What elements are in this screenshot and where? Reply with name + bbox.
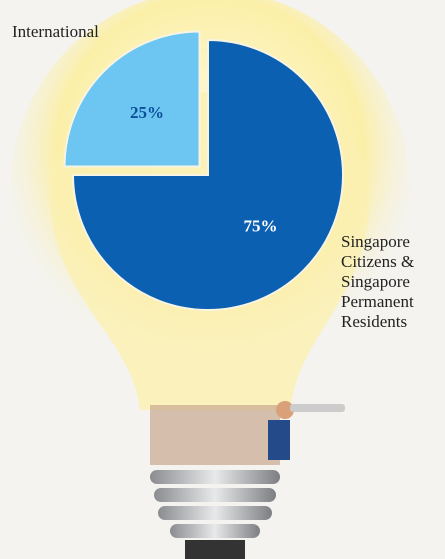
pie-slice: [71, 38, 344, 311]
value-label: 75%: [244, 216, 278, 235]
filament: [150, 405, 280, 465]
bulb-base: [150, 470, 280, 559]
category-label: International: [12, 22, 99, 41]
figure: [268, 401, 345, 460]
pie-slice: [63, 30, 201, 168]
value-label: 25%: [130, 103, 164, 122]
category-label: Singapore Citizens & Singapore Permanent…: [341, 232, 415, 331]
